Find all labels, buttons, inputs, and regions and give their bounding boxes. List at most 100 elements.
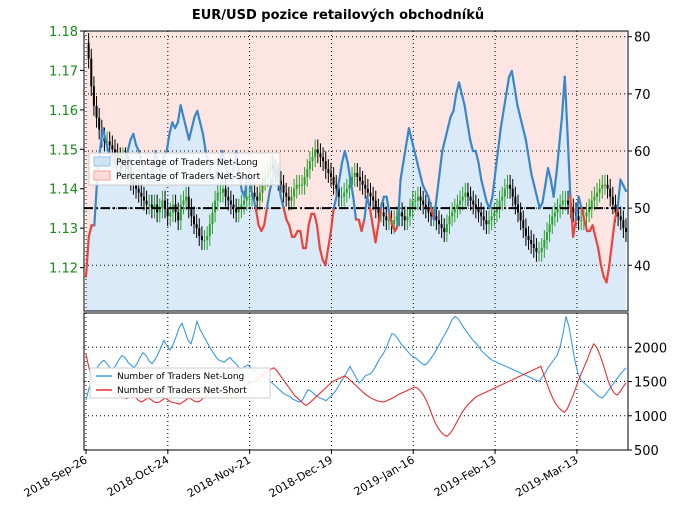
net-long-pct-segment <box>546 167 552 181</box>
net-long-pct-segment <box>555 144 561 175</box>
net-long-pct-segment <box>265 189 271 210</box>
net-long-pct-segment <box>435 172 441 198</box>
candle-body <box>150 204 153 209</box>
left-tick-label-3: 1.15 <box>49 143 78 158</box>
net-long-pct-segment <box>318 247 324 261</box>
candle-body <box>422 200 425 205</box>
legend-label-net-short: Percentage of Traders Net-Short <box>116 172 261 182</box>
candle-body <box>598 188 601 193</box>
net-long-pct-segment <box>594 235 600 250</box>
candle-body <box>145 200 148 205</box>
right-tick-label-1: 50 <box>634 202 651 217</box>
net-long-pct-segment <box>402 144 408 164</box>
net-long-pct-segment <box>299 229 305 250</box>
net-long-pct-segment <box>452 92 458 113</box>
candle-body <box>253 192 256 197</box>
candle-body <box>364 184 367 189</box>
candle-body <box>596 192 599 197</box>
bottom-legend: Number of Traders Net-Long Number of Tra… <box>89 367 271 399</box>
candle-body <box>203 240 206 242</box>
candle-body <box>303 176 306 185</box>
net-long-pct-segment <box>329 207 335 233</box>
net-long-pct-segment <box>196 109 202 124</box>
net-long-pct-segment <box>480 178 486 193</box>
net-long-pct-segment <box>201 132 207 153</box>
candle-body <box>466 192 469 197</box>
net-long-pct-segment <box>304 224 310 250</box>
candle-body <box>509 184 512 189</box>
net-long-pct-segment <box>544 167 550 187</box>
candle-body <box>477 208 480 213</box>
candle-body <box>285 192 288 197</box>
candle-body <box>185 196 188 201</box>
top-legend: Percentage of Traders Net-Long Percentag… <box>88 152 281 186</box>
candle-body <box>348 184 351 189</box>
x-tick-label-4: 2019-Jan-16 <box>352 453 417 498</box>
candle-body <box>543 240 546 248</box>
candle-body <box>195 224 198 229</box>
net-long-pct-segment <box>187 127 193 141</box>
candle-body <box>98 117 101 130</box>
candle-body <box>490 216 493 221</box>
candle-body <box>540 247 543 252</box>
net-long-pct-segment <box>577 195 583 210</box>
candle-body <box>556 208 559 213</box>
candle-body <box>340 196 343 198</box>
candle-body <box>248 196 251 198</box>
candle-body <box>401 212 404 217</box>
candle-body <box>495 208 498 213</box>
candle-body <box>619 216 622 221</box>
candle-body <box>245 196 248 201</box>
candle-body <box>564 200 567 202</box>
net-long-pct-segment <box>179 104 185 118</box>
bottom-right-tick-label-2: 1500 <box>634 376 667 391</box>
candle-body <box>524 228 527 237</box>
net-long-pct-segment <box>599 264 605 278</box>
candle-body <box>385 216 388 221</box>
net-long-pct-segment <box>416 161 422 175</box>
candle-body <box>448 216 451 225</box>
candle-body <box>182 200 185 205</box>
candle-body <box>395 216 398 221</box>
candle-body <box>469 196 472 201</box>
net-long-pct-segment <box>332 195 338 210</box>
left-tick-label-4: 1.16 <box>49 104 78 119</box>
bottom-right-tick-label-3: 2000 <box>634 341 667 356</box>
candle-body <box>322 157 325 162</box>
candle-body <box>514 196 517 205</box>
candle-body <box>256 196 259 201</box>
candle-body <box>158 208 161 213</box>
candle-body <box>588 208 591 213</box>
candle-body <box>111 145 114 150</box>
left-tick-label-1: 1.13 <box>49 222 78 237</box>
net-long-pct-segment <box>460 92 466 107</box>
net-long-pct-segment <box>84 235 90 278</box>
candle-body <box>456 204 459 209</box>
net-long-pct-segment <box>126 138 132 153</box>
bottom-right-axis: 500 1000 1500 2000 <box>628 341 667 459</box>
net-long-pct-segment <box>566 132 572 198</box>
net-long-pct-segment <box>405 127 410 147</box>
candle-body <box>198 228 201 237</box>
net-long-pct-segment <box>502 92 508 113</box>
candle-body <box>369 192 372 197</box>
net-long-pct-segment <box>477 161 483 181</box>
net-long-pct-segment <box>249 184 255 198</box>
net-long-pct-segment <box>374 224 380 244</box>
candle-body <box>411 200 414 209</box>
candle-body <box>611 196 614 205</box>
candle-body <box>474 204 477 209</box>
net-long-pct-segment <box>496 127 502 153</box>
candle-body <box>445 224 448 233</box>
candle-body <box>393 220 396 225</box>
candle-body <box>306 169 309 177</box>
candle-body <box>135 184 138 189</box>
candle-body <box>440 224 443 229</box>
candle-body <box>377 208 380 213</box>
candle-body <box>358 176 361 181</box>
candle-body <box>316 149 319 154</box>
net-long-pct-segment <box>516 104 522 118</box>
candle-body <box>561 200 564 205</box>
net-long-pct-segment <box>360 218 366 233</box>
net-long-pct-segment <box>491 172 497 198</box>
